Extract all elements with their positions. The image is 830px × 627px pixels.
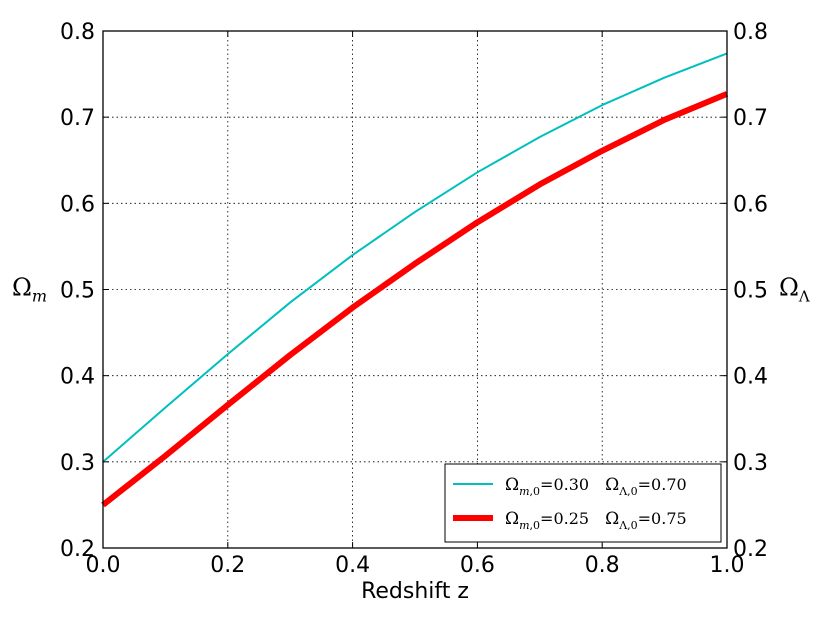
y-right-tick-label: 0.6 [733,192,768,217]
grid [103,31,727,548]
y-right-tick-label: 0.7 [733,106,768,131]
y-right-tick-label: 0.4 [733,365,768,390]
y-tick-label: 0.7 [60,106,95,131]
y-axis-label-left: Ωm [12,274,47,306]
x-tick-label: 0.0 [86,553,121,578]
y-left-symbol: Ω [12,274,32,302]
y-axis-label-right: ΩΛ [779,274,810,306]
y-left-subscript: m [32,287,47,306]
series-line-2 [101,91,729,508]
legend-label-series-1: Ωm,0=0.30 ΩΛ,0=0.70 [505,475,687,498]
x-axis-label: Redshift z [361,579,469,604]
y-tick-label: 0.3 [60,451,95,476]
y-right-tick-label: 0.5 [733,279,768,304]
x-tick-label: 0.2 [210,553,245,578]
legend: Ωm,0=0.30 ΩΛ,0=0.70 Ωm,0=0.25 ΩΛ,0=0.75 [444,463,722,543]
y-tick-label: 0.4 [60,365,95,390]
y-tick-label: 0.8 [60,20,95,45]
y-right-symbol: Ω [779,274,799,302]
series-layer [101,52,729,508]
y-right-tick-label: 0.2 [733,537,768,562]
tick-labels: 0.0 0.2 0.4 0.6 0.8 1.00.20.30.40.50.60.70.80… [60,20,768,578]
legend-label-series-2: Ωm,0=0.25 ΩΛ,0=0.75 [505,509,687,532]
x-tick-label: 0.8 [585,553,620,578]
x-tick-label: 1.0 [710,553,745,578]
y-right-tick-label: 0.3 [733,451,768,476]
y-tick-label: 0.6 [60,192,95,217]
legend-box [444,463,722,543]
y-tick-label: 0.5 [60,279,95,304]
y-right-subscript: Λ [798,288,810,306]
y-tick-label: 0.2 [60,537,95,562]
x-tick-label: 0.6 [460,553,495,578]
x-tick-label: 0.4 [335,553,370,578]
series-line-1 [102,52,728,463]
ticks [102,30,728,549]
y-right-tick-label: 0.8 [733,20,768,45]
